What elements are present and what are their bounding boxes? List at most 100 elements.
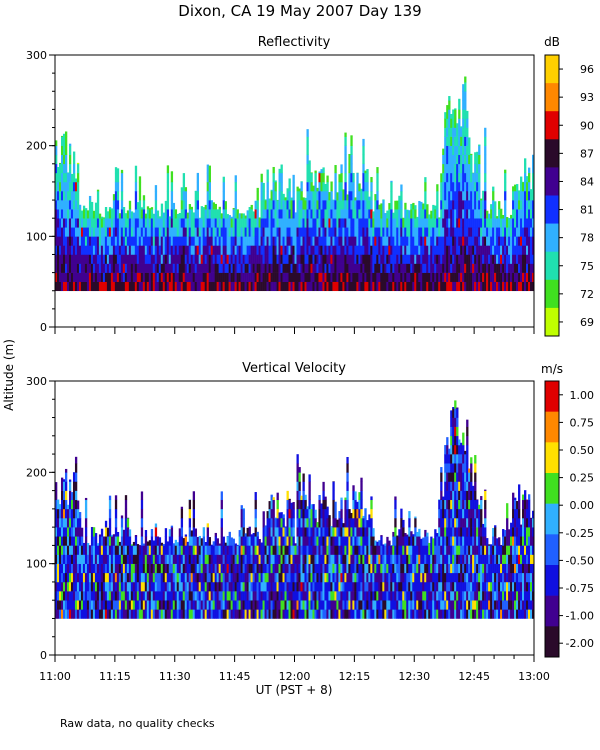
heatmap-cell (268, 227, 271, 237)
heatmap-cell (298, 245, 301, 255)
heatmap-cell (392, 254, 395, 264)
heatmap-cell (474, 181, 477, 192)
heatmap-cell (272, 609, 275, 619)
heatmap-cell (370, 227, 373, 237)
heatmap-cell (90, 245, 94, 255)
heatmap-cell (378, 563, 381, 574)
heatmap-cell (160, 591, 164, 601)
heatmap-cell (360, 236, 363, 246)
heatmap-cell (240, 508, 243, 519)
heatmap-cell (352, 499, 355, 510)
heatmap-cell (202, 209, 205, 219)
heatmap-cell (250, 545, 253, 555)
heatmap-cell (72, 209, 76, 219)
heatmap-cell (55, 581, 58, 592)
heatmap-cell (188, 563, 192, 574)
heatmap-cell (440, 281, 443, 292)
colorbar-swatch (545, 111, 559, 140)
heatmap-cell (380, 536, 383, 546)
heatmap-cell (192, 491, 196, 501)
heatmap-cell (206, 609, 209, 619)
heatmap-cell (160, 272, 164, 282)
heatmap-cell (464, 76, 467, 83)
heatmap-cell (124, 527, 128, 537)
heatmap-cell (140, 572, 144, 583)
heatmap-cell (314, 581, 317, 592)
heatmap-cell (464, 100, 467, 110)
heatmap-cell (348, 154, 351, 165)
heatmap-cell (478, 144, 481, 146)
heatmap-cell (130, 254, 134, 264)
heatmap-cell (114, 563, 118, 574)
heatmap-cell (528, 172, 531, 183)
heatmap-cell (316, 591, 319, 601)
heatmap-cell (244, 281, 247, 292)
heatmap-cell (136, 581, 140, 592)
heatmap-cell (86, 218, 90, 228)
heatmap-cell (400, 218, 403, 228)
heatmap-cell (180, 200, 184, 210)
heatmap-cell (246, 210, 249, 219)
heatmap-cell (470, 263, 473, 273)
heatmap-cell (94, 536, 98, 546)
heatmap-cell (274, 600, 277, 610)
heatmap-cell (166, 245, 170, 255)
heatmap-cell (294, 581, 297, 592)
heatmap-cell (212, 281, 215, 292)
heatmap-cell (194, 281, 198, 292)
heatmap-cell (114, 572, 118, 583)
heatmap-cell (210, 209, 213, 219)
heatmap-cell (72, 536, 76, 546)
heatmap-cell (218, 227, 221, 237)
heatmap-cell (262, 209, 265, 219)
heatmap-cell (346, 254, 349, 264)
heatmap-cell (250, 218, 253, 228)
heatmap-cell (292, 563, 295, 574)
heatmap-cell (348, 163, 351, 174)
heatmap-cell (208, 165, 211, 174)
heatmap-cell (57, 572, 60, 583)
heatmap-cell (394, 518, 397, 528)
heatmap-cell (190, 609, 194, 619)
heatmap-cell (290, 554, 293, 564)
heatmap-cell (394, 263, 397, 273)
heatmap-cell (226, 281, 229, 292)
heatmap-cell (266, 245, 269, 255)
heatmap-cell (490, 263, 493, 273)
heatmap-cell (532, 181, 535, 192)
heatmap-cell (386, 210, 389, 219)
heatmap-cell (234, 563, 237, 574)
heatmap-cell (298, 281, 301, 292)
heatmap-cell (274, 563, 277, 574)
heatmap-cell (470, 181, 473, 192)
heatmap-cell (202, 554, 205, 564)
heatmap-cell (340, 263, 343, 273)
heatmap-cell (452, 254, 455, 264)
heatmap-cell (188, 609, 192, 619)
heatmap-cell (132, 254, 136, 264)
heatmap-cell (330, 281, 333, 292)
heatmap-cell (302, 227, 305, 237)
heatmap-cell (464, 209, 467, 219)
heatmap-cell (316, 263, 319, 273)
heatmap-cell (402, 536, 405, 546)
heatmap-cell (62, 245, 66, 255)
heatmap-cell (116, 227, 120, 237)
heatmap-cell (62, 545, 66, 555)
heatmap-cell (402, 519, 405, 528)
heatmap-cell (380, 209, 383, 219)
heatmap-cell (250, 204, 253, 210)
heatmap-cell (320, 600, 323, 610)
heatmap-cell (148, 572, 152, 583)
heatmap-cell (228, 227, 231, 237)
heatmap-cell (118, 609, 122, 619)
heatmap-cell (280, 227, 283, 237)
heatmap-cell (110, 208, 114, 210)
heatmap-cell (220, 263, 223, 273)
heatmap-cell (458, 98, 461, 101)
heatmap-cell (258, 227, 261, 237)
heatmap-cell (312, 591, 315, 601)
heatmap-cell (262, 236, 265, 246)
heatmap-cell (518, 272, 521, 282)
heatmap-cell (366, 591, 369, 601)
